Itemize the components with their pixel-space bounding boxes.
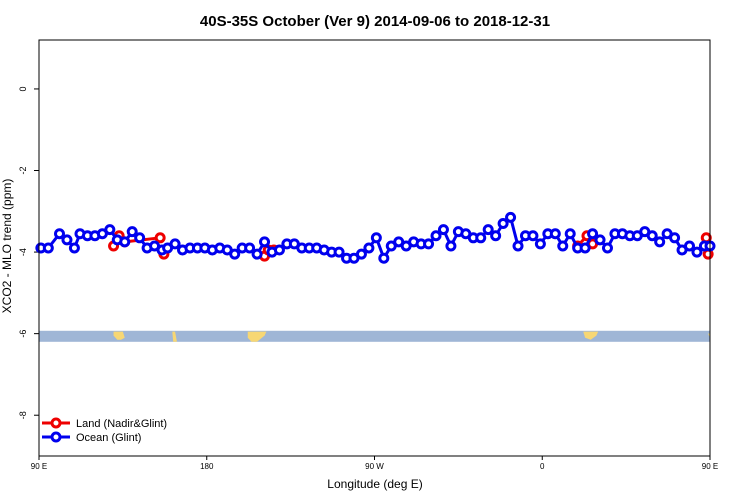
chart-title: 40S-35S October (Ver 9) 2014-09-06 to 20… [200,13,550,30]
ocean-point-83 [654,236,666,248]
x-axis-label: Longitude (deg E) [327,477,422,491]
ocean-point-71 [564,228,576,240]
land-segment-0 [113,331,125,340]
ocean-point-59 [475,232,487,244]
ocean-point-52 [423,238,435,250]
x-tick-label-1: 180 [200,462,214,471]
ocean-point-61 [490,230,502,242]
series-layer [35,211,716,264]
land-segment-3 [583,331,599,340]
ocean-point-60 [482,224,494,236]
land-segment-1 [172,331,177,342]
ocean-point-12 [126,226,138,238]
ocean-point-46 [378,252,390,264]
ocean-point-75 [594,234,606,246]
ocean-point-9 [104,224,116,236]
ocean-point-11 [119,236,131,248]
x-tick-label-2: 90 W [365,462,384,471]
ocean-point-66 [527,230,539,242]
ocean-point-26 [229,248,241,260]
legend-label-0: Land (Nadir&Glint) [76,418,167,430]
ocean-point-74 [587,228,599,240]
ocean-point-87 [683,240,695,252]
y-axis-label: XCO2 - MLO trend (ppm) [0,179,14,314]
land-seg1-point-1 [154,232,166,244]
legend: Land (Nadir&Glint) Ocean (Glint) [42,417,167,444]
ocean-point-1 [42,242,54,254]
ocean-point-30 [259,236,271,248]
legend-marker-1 [50,431,62,443]
ocean-point-4 [68,242,80,254]
ocean-point-54 [437,224,449,236]
x-tick-label-4: 90 E [702,462,718,471]
ocean-point-28 [244,242,256,254]
ocean-point-45 [370,232,382,244]
ocean-point-3 [61,234,73,246]
x-tick-label-0: 90 E [31,462,47,471]
ocean-point-18 [169,238,181,250]
land-strip [39,330,710,342]
ocean-point-85 [669,232,681,244]
ocean-point-53 [430,230,442,242]
legend-marker-0 [50,417,62,429]
ocean-point-44 [363,242,375,254]
ocean-strip [39,330,710,342]
y-axis-ticks: 0 -2 -4 -6 -8 [18,86,39,419]
ocean-point-29 [251,248,263,260]
ocean-point-62 [497,218,509,230]
ocean-point-32 [273,244,285,256]
ocean-point-69 [549,228,561,240]
ocean-point-88 [691,246,703,258]
ocean-point-73 [579,242,591,254]
y-tick-label-2: -4 [18,248,28,256]
x-axis-ticks: 90 E 180 90 W 0 90 E [31,456,718,471]
y-tick-label-1: -2 [18,167,28,175]
ocean-point-82 [646,230,658,242]
y-tick-label-0: 0 [18,86,28,91]
ocean-point-76 [601,242,613,254]
x-tick-label-3: 0 [540,462,545,471]
ocean-point-70 [557,240,569,252]
ocean-point-43 [355,248,367,260]
ocean-point-13 [134,232,146,244]
ocean-point-63 [505,211,517,223]
ocean-point-2 [54,228,66,240]
y-tick-label-3: -6 [18,330,28,338]
land-segment-2 [247,331,267,342]
y-tick-label-4: -8 [18,411,28,419]
ocean-point-67 [534,238,546,250]
ocean-point-64 [512,240,524,252]
ocean-point-40 [333,246,345,258]
ocean-point-55 [445,240,457,252]
plot-frame [38,39,711,457]
legend-label-1: Ocean (Glint) [76,432,141,444]
